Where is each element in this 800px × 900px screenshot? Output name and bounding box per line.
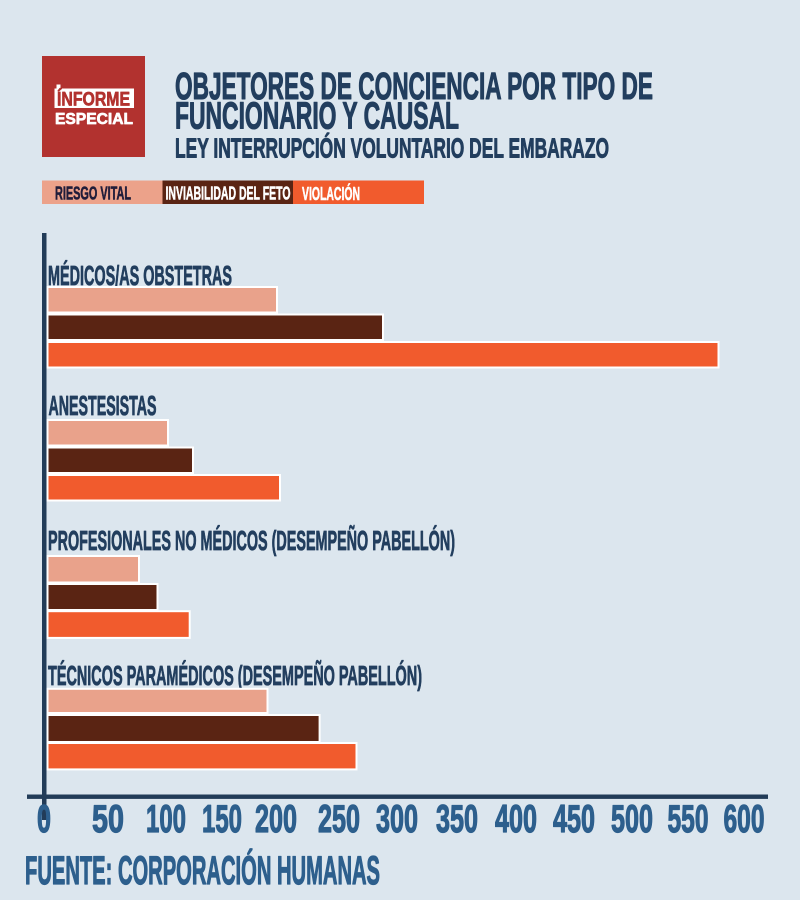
- svg-text:150: 150: [202, 798, 242, 841]
- svg-text:PROFESIONALES NO MÉDICOS (DESE: PROFESIONALES NO MÉDICOS (DESEMPEÑO PABE…: [48, 525, 455, 556]
- svg-text:450: 450: [553, 798, 595, 841]
- svg-text:RIESGO VITAL: RIESGO VITAL: [55, 183, 131, 204]
- svg-text:FUNCIONARIO Y CAUSAL: FUNCIONARIO Y CAUSAL: [175, 96, 459, 138]
- svg-text:FUENTE: CORPORACIÓN HUMANAS: FUENTE: CORPORACIÓN HUMANAS: [25, 847, 380, 893]
- svg-text:500: 500: [611, 798, 653, 841]
- svg-text:550: 550: [668, 798, 709, 841]
- svg-text:0: 0: [37, 798, 51, 841]
- svg-text:400: 400: [495, 798, 537, 841]
- svg-text:600: 600: [724, 798, 765, 841]
- svg-text:300: 300: [376, 798, 418, 841]
- svg-text:50: 50: [92, 798, 124, 841]
- svg-text:ANESTESISTAS: ANESTESISTAS: [49, 390, 157, 421]
- svg-text:INVIABILIDAD DEL FETO: INVIABILIDAD DEL FETO: [166, 183, 291, 204]
- svg-text:VIOLACIÓN: VIOLACIÓN: [302, 183, 360, 204]
- svg-text:350: 350: [436, 798, 478, 841]
- svg-text:250: 250: [318, 798, 360, 841]
- svg-text:100: 100: [146, 798, 186, 841]
- svg-text:ESPECIAL: ESPECIAL: [55, 111, 133, 128]
- svg-text:ÍNFORME: ÍNFORME: [57, 89, 130, 111]
- svg-text:200: 200: [255, 798, 297, 841]
- svg-text:OBJETORES DE CONCIENCIA POR TI: OBJETORES DE CONCIENCIA POR TIPO DE: [175, 66, 653, 108]
- svg-text:TÉCNICOS PARAMÉDICOS (DESEMPEÑ: TÉCNICOS PARAMÉDICOS (DESEMPEÑO PABELLÓN…: [48, 660, 422, 691]
- svg-text:LEY INTERRUPCIÓN VOLUNTARIO DE: LEY INTERRUPCIÓN VOLUNTARIO DEL EMBARAZO: [175, 133, 609, 164]
